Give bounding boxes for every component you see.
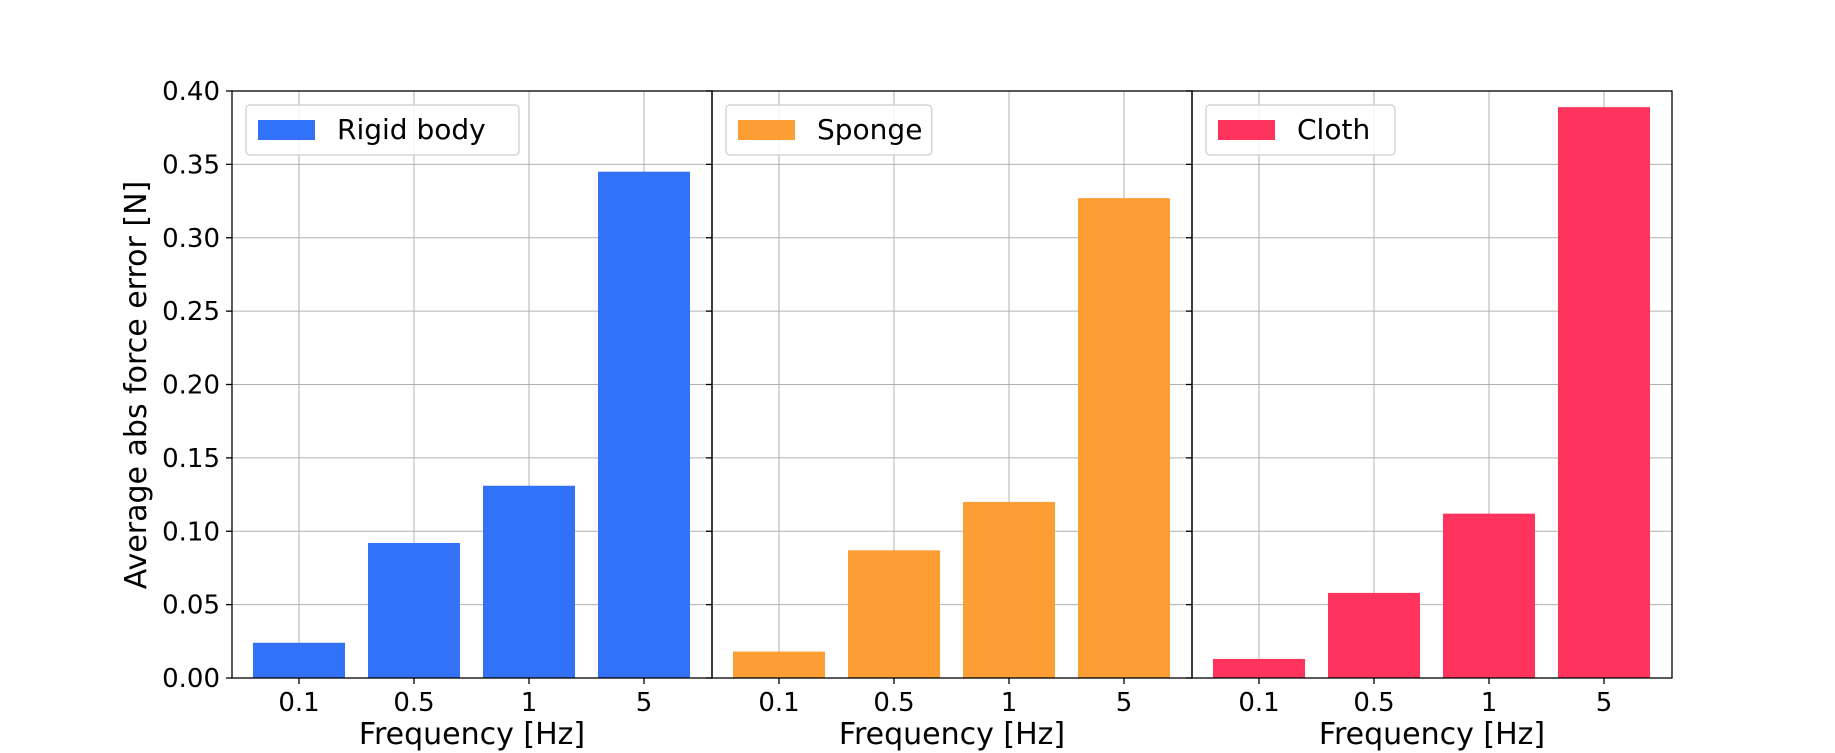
y-tick-label: 0.05: [162, 591, 220, 621]
bar: [848, 550, 940, 678]
x-axis-label: Frequency [Hz]: [1319, 717, 1545, 752]
bar: [1443, 513, 1535, 678]
panel-3: 0.1 0.5 1 5 Frequency [Hz] Cloth: [1186, 90, 1673, 752]
y-tick-label: 0.40: [162, 77, 220, 107]
x-tick-label: 0.5: [1353, 688, 1394, 718]
y-tick-label: 0.10: [162, 517, 220, 547]
legend-swatch: [258, 120, 315, 140]
x-tick-label: 0.5: [393, 688, 434, 718]
bar: [1328, 592, 1420, 678]
legend: Sponge: [725, 104, 933, 156]
legend-label: Rigid body: [337, 113, 486, 146]
bar: [253, 642, 345, 678]
x-tick-label: 0.5: [873, 688, 914, 718]
bar: [1078, 198, 1170, 678]
legend: Cloth: [1205, 104, 1396, 156]
x-tick-label: 5: [1116, 688, 1133, 718]
bar: [598, 171, 690, 678]
x-tick-label: 5: [1596, 688, 1613, 718]
x-tick-label: 1: [1001, 688, 1018, 718]
y-tick-label: 0.35: [162, 150, 220, 180]
bar: [963, 501, 1055, 678]
x-axis-label: Frequency [Hz]: [359, 717, 585, 752]
legend: Rigid body: [245, 104, 520, 156]
bar: [1558, 107, 1650, 678]
y-tick-label: 0.00: [162, 664, 220, 694]
legend-swatch: [738, 120, 795, 140]
y-tick-label: 0.25: [162, 297, 220, 327]
legend-swatch: [1218, 120, 1275, 140]
y-tick-label: 0.15: [162, 444, 220, 474]
legend-box: [725, 104, 933, 156]
x-axis-label: Frequency [Hz]: [839, 717, 1065, 752]
x-tick-label: 0.1: [758, 688, 799, 718]
panel-1: 0.1 0.5 1 5 Frequency [Hz] Rigid body: [226, 90, 713, 752]
y-axis-label: Average abs force error [N]: [119, 181, 154, 589]
x-tick-label: 5: [636, 688, 653, 718]
legend-label: Cloth: [1297, 113, 1370, 146]
bar: [483, 485, 575, 678]
bar: [1213, 658, 1305, 678]
panel-2: 0.1 0.5 1 5 Frequency [Hz] Sponge: [706, 90, 1193, 752]
y-tick-label: 0.30: [162, 224, 220, 254]
x-tick-label: 1: [1481, 688, 1498, 718]
legend-box: [245, 104, 520, 156]
x-tick-label: 0.1: [278, 688, 319, 718]
bar: [368, 542, 460, 678]
x-tick-label: 1: [521, 688, 538, 718]
y-tick-label: 0.20: [162, 371, 220, 401]
bar: [733, 651, 825, 678]
legend-label: Sponge: [817, 113, 922, 146]
x-tick-label: 0.1: [1238, 688, 1279, 718]
legend-box: [1205, 104, 1396, 156]
